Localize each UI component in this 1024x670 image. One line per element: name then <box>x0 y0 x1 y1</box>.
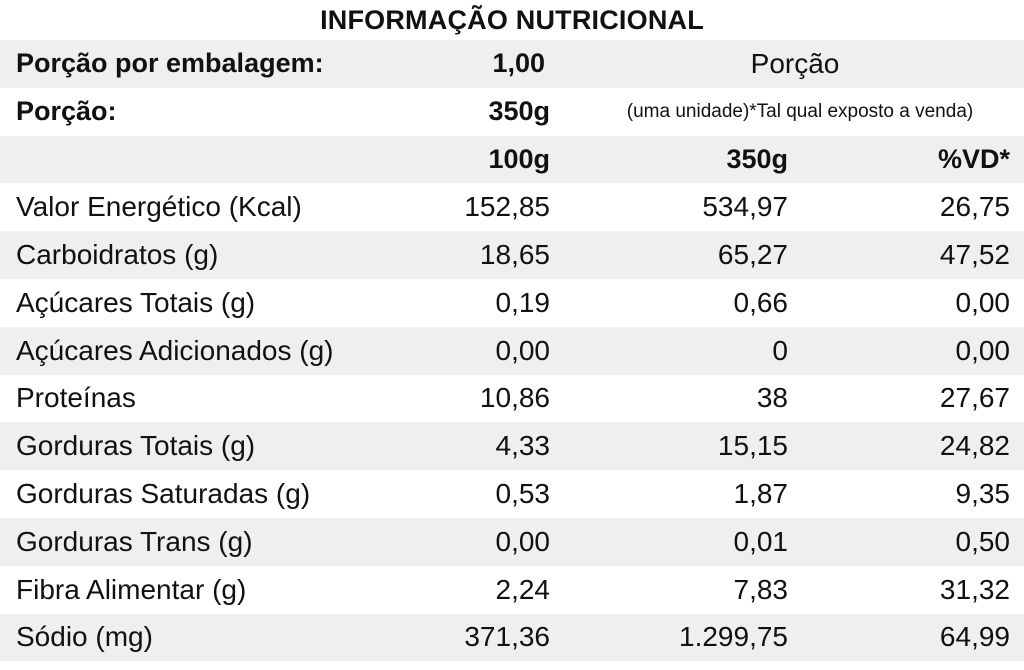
daily-value-percent: 27,67 <box>939 382 1010 414</box>
value-per-100g: 0,53 <box>495 478 551 510</box>
value-per-100g: 4,33 <box>495 430 551 462</box>
portion-word: Porção <box>750 47 840 79</box>
nutrient-name: Gorduras Saturadas (g) <box>16 478 311 510</box>
value-per-100g: 371,36 <box>464 621 550 653</box>
nutrient-row: Carboidratos (g) 18,65 65,27 47,52 <box>0 231 1024 279</box>
daily-value-percent: 31,32 <box>939 573 1010 605</box>
value-per-350g: 0,66 <box>733 286 789 318</box>
daily-value-percent: 9,35 <box>955 478 1011 510</box>
value-per-100g: 18,65 <box>479 239 550 271</box>
daily-value-percent: 26,75 <box>939 191 1010 223</box>
daily-value-percent: 0,50 <box>955 525 1011 557</box>
nutrient-name: Valor Energético (Kcal) <box>16 191 302 223</box>
daily-value-percent: 24,82 <box>939 430 1010 462</box>
nutrient-row: Açúcares Adicionados (g) 0,00 0 0,00 <box>0 326 1024 375</box>
portion-row: Porção: 350g (uma unidade)*Tal qual expo… <box>0 88 1024 136</box>
value-per-100g: 0,19 <box>495 286 551 318</box>
value-per-100g: 10,86 <box>479 382 550 414</box>
daily-value-percent: 0,00 <box>955 286 1011 318</box>
nutrient-row: Valor Energético (Kcal) 152,85 534,97 26,75 <box>0 183 1024 231</box>
column-header-row: 100g 350g %VD* <box>0 135 1024 184</box>
nutrient-row: Proteínas 10,86 38 27,67 <box>0 375 1024 423</box>
nutrient-row: Gorduras Saturadas (g) 0,53 1,87 9,35 <box>0 470 1024 518</box>
value-per-350g: 0 <box>772 334 788 366</box>
portion-value: 350g <box>488 96 550 127</box>
portion-label: Porção: <box>16 96 117 127</box>
servings-label: Porção por embalagem: <box>16 48 324 79</box>
col-header-350g: 350g <box>726 143 788 174</box>
nutrient-name: Gorduras Trans (g) <box>16 525 253 557</box>
nutrient-name: Gorduras Totais (g) <box>16 430 256 462</box>
nutrient-name: Fibra Alimentar (g) <box>16 573 247 605</box>
value-per-100g: 2,24 <box>495 573 551 605</box>
daily-value-percent: 64,99 <box>939 621 1010 653</box>
nutrition-title: INFORMAÇÃO NUTRICIONAL <box>320 5 704 35</box>
nutrient-name: Açúcares Totais (g) <box>16 286 256 318</box>
nutrient-row: Fibra Alimentar (g) 2,24 7,83 31,32 <box>0 566 1024 614</box>
col-header-100g: 100g <box>488 143 550 174</box>
servings-value: 1,00 <box>492 48 545 79</box>
daily-value-percent: 0,00 <box>955 334 1011 366</box>
value-per-350g: 0,01 <box>733 525 789 557</box>
portion-note: (uma unidade)*Tal qual exposto a venda) <box>626 100 974 122</box>
value-per-350g: 7,83 <box>733 573 789 605</box>
nutrient-name: Carboidratos (g) <box>16 239 219 271</box>
nutrient-name: Açúcares Adicionados (g) <box>16 334 334 366</box>
nutrient-row: Gorduras Trans (g) 0,00 0,01 0,50 <box>0 517 1024 566</box>
daily-value-percent: 47,52 <box>939 239 1010 271</box>
nutrient-row: Sódio (mg) 371,36 1.299,75 64,99 <box>0 613 1024 662</box>
value-per-100g: 0,00 <box>495 525 551 557</box>
nutrient-name: Proteínas <box>16 382 136 414</box>
nutrient-name: Sódio (mg) <box>16 621 153 653</box>
value-per-350g: 65,27 <box>717 239 788 271</box>
value-per-350g: 1,87 <box>733 478 789 510</box>
value-per-350g: 15,15 <box>717 430 788 462</box>
servings-row: Porção por embalagem: 1,00 Porção <box>0 40 1024 88</box>
value-per-100g: 0,00 <box>495 334 551 366</box>
col-header-vd: %VD* <box>937 143 1010 174</box>
value-per-350g: 1.299,75 <box>679 621 788 653</box>
value-per-100g: 152,85 <box>464 191 550 223</box>
nutrient-row: Gorduras Totais (g) 4,33 15,15 24,82 <box>0 422 1024 471</box>
nutrient-row: Açúcares Totais (g) 0,19 0,66 0,00 <box>0 279 1024 327</box>
value-per-350g: 38 <box>756 382 788 414</box>
value-per-350g: 534,97 <box>702 191 788 223</box>
